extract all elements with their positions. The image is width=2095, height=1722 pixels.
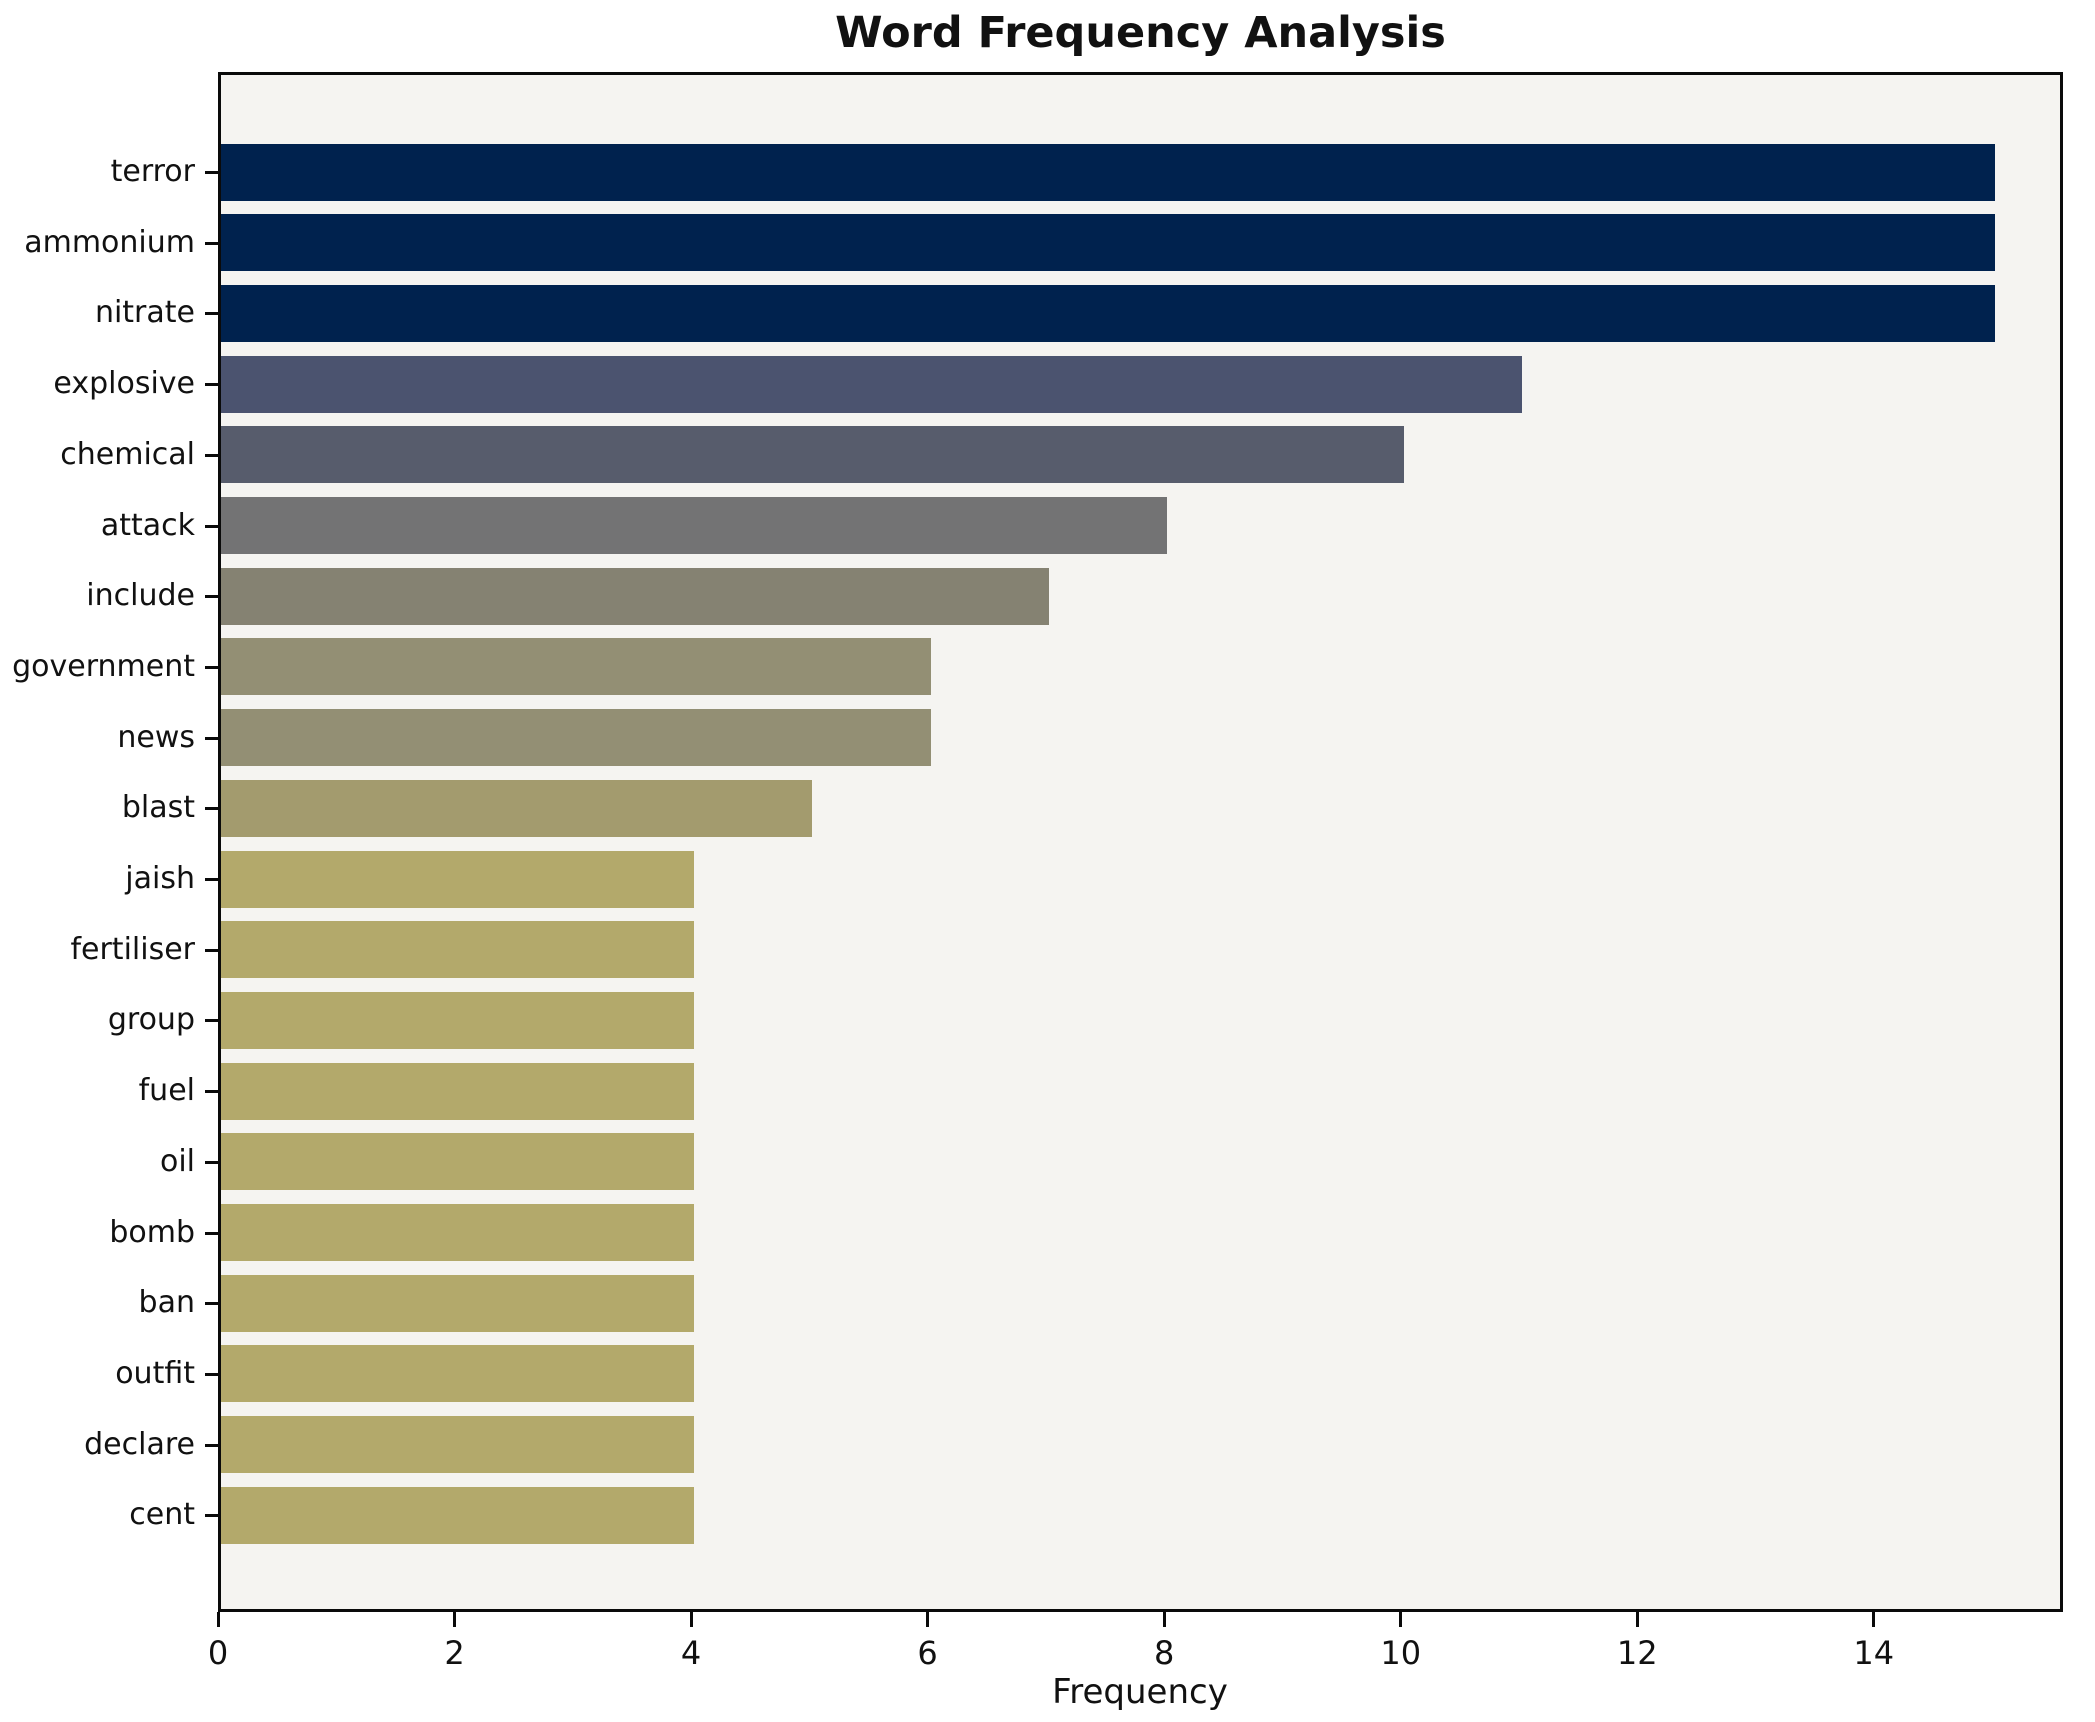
y-axis-label-nitrate: nitrate <box>94 295 195 331</box>
y-axis-label-group: group <box>107 1002 195 1038</box>
y-tick <box>205 595 218 599</box>
y-axis-label-jaish: jaish <box>125 861 195 896</box>
y-axis-label-government: government <box>12 648 195 684</box>
plot-area <box>218 72 2063 1612</box>
y-tick <box>205 1443 218 1447</box>
bar-blast <box>221 779 813 837</box>
y-axis-label-oil: oil <box>159 1143 195 1179</box>
bar-terror <box>221 143 1996 201</box>
y-tick <box>205 1231 218 1235</box>
x-tick-label-0: 0 <box>207 1634 229 1672</box>
y-tick <box>205 1090 218 1094</box>
y-tick <box>205 807 218 811</box>
y-tick <box>205 312 218 316</box>
y-tick <box>205 1514 218 1518</box>
y-axis-label-outfit: outfit <box>115 1355 195 1391</box>
y-axis-label-blast: blast <box>121 790 195 826</box>
y-axis-label-cent: cent <box>129 1497 195 1533</box>
x-tick-label-4: 4 <box>680 1634 702 1672</box>
bar-nitrate <box>221 284 1996 342</box>
y-tick <box>205 524 218 528</box>
x-tick-label-14: 14 <box>1853 1634 1895 1672</box>
bar-group <box>221 991 695 1049</box>
x-axis-label: Frequency <box>1052 1672 1228 1712</box>
x-tick <box>926 1612 930 1627</box>
y-tick <box>205 665 218 669</box>
bar-fuel <box>221 1062 695 1120</box>
bar-news <box>221 709 931 767</box>
x-tick <box>689 1612 693 1627</box>
bar-fertiliser <box>221 921 695 979</box>
x-tick <box>1162 1612 1166 1627</box>
x-tick-label-10: 10 <box>1380 1634 1422 1672</box>
y-axis-label-ammonium: ammonium <box>24 224 195 260</box>
y-axis-label-ban: ban <box>138 1285 195 1321</box>
x-tick <box>216 1612 220 1627</box>
y-axis-label-explosive: explosive <box>53 366 195 402</box>
y-axis-label-fuel: fuel <box>138 1073 195 1109</box>
y-tick <box>205 1019 218 1023</box>
y-axis-label-fertiliser: fertiliser <box>70 931 195 967</box>
y-tick <box>205 736 218 740</box>
x-tick-label-2: 2 <box>444 1634 465 1672</box>
bar-oil <box>221 1133 695 1191</box>
y-axis-label-news: news <box>117 719 195 755</box>
x-tick-label-6: 6 <box>917 1634 938 1672</box>
y-tick <box>205 878 218 881</box>
bar-cent <box>221 1486 695 1544</box>
x-tick-label-12: 12 <box>1616 1634 1658 1672</box>
y-tick <box>205 948 218 952</box>
y-tick <box>205 1372 218 1376</box>
bar-government <box>221 638 931 696</box>
bar-ban <box>221 1274 695 1332</box>
x-tick-label-8: 8 <box>1153 1634 1175 1672</box>
bar-chemical <box>221 426 1404 484</box>
bar-explosive <box>221 355 1522 413</box>
y-tick <box>205 1302 218 1306</box>
bar-declare <box>221 1416 695 1474</box>
y-axis-label-declare: declare <box>84 1426 195 1462</box>
y-axis-label-attack: attack <box>100 507 195 543</box>
x-tick <box>1399 1612 1403 1627</box>
chart-title: Word Frequency Analysis <box>835 8 1446 58</box>
bar-outfit <box>221 1345 695 1403</box>
x-tick <box>1635 1612 1639 1627</box>
y-tick <box>205 171 218 174</box>
bar-ammonium <box>221 214 1996 272</box>
y-axis-label-bomb: bomb <box>109 1214 195 1250</box>
y-tick <box>205 453 218 457</box>
y-tick <box>205 383 218 387</box>
x-tick <box>1872 1612 1876 1627</box>
bar-jaish <box>221 850 695 908</box>
y-tick <box>205 241 218 245</box>
bar-attack <box>221 497 1168 554</box>
x-tick <box>453 1612 457 1627</box>
y-tick <box>205 1160 218 1164</box>
bar-include <box>221 567 1049 625</box>
bar-bomb <box>221 1204 695 1261</box>
y-axis-label-terror: terror <box>110 154 195 189</box>
y-axis-label-include: include <box>86 578 195 614</box>
y-axis-label-chemical: chemical <box>60 436 195 472</box>
